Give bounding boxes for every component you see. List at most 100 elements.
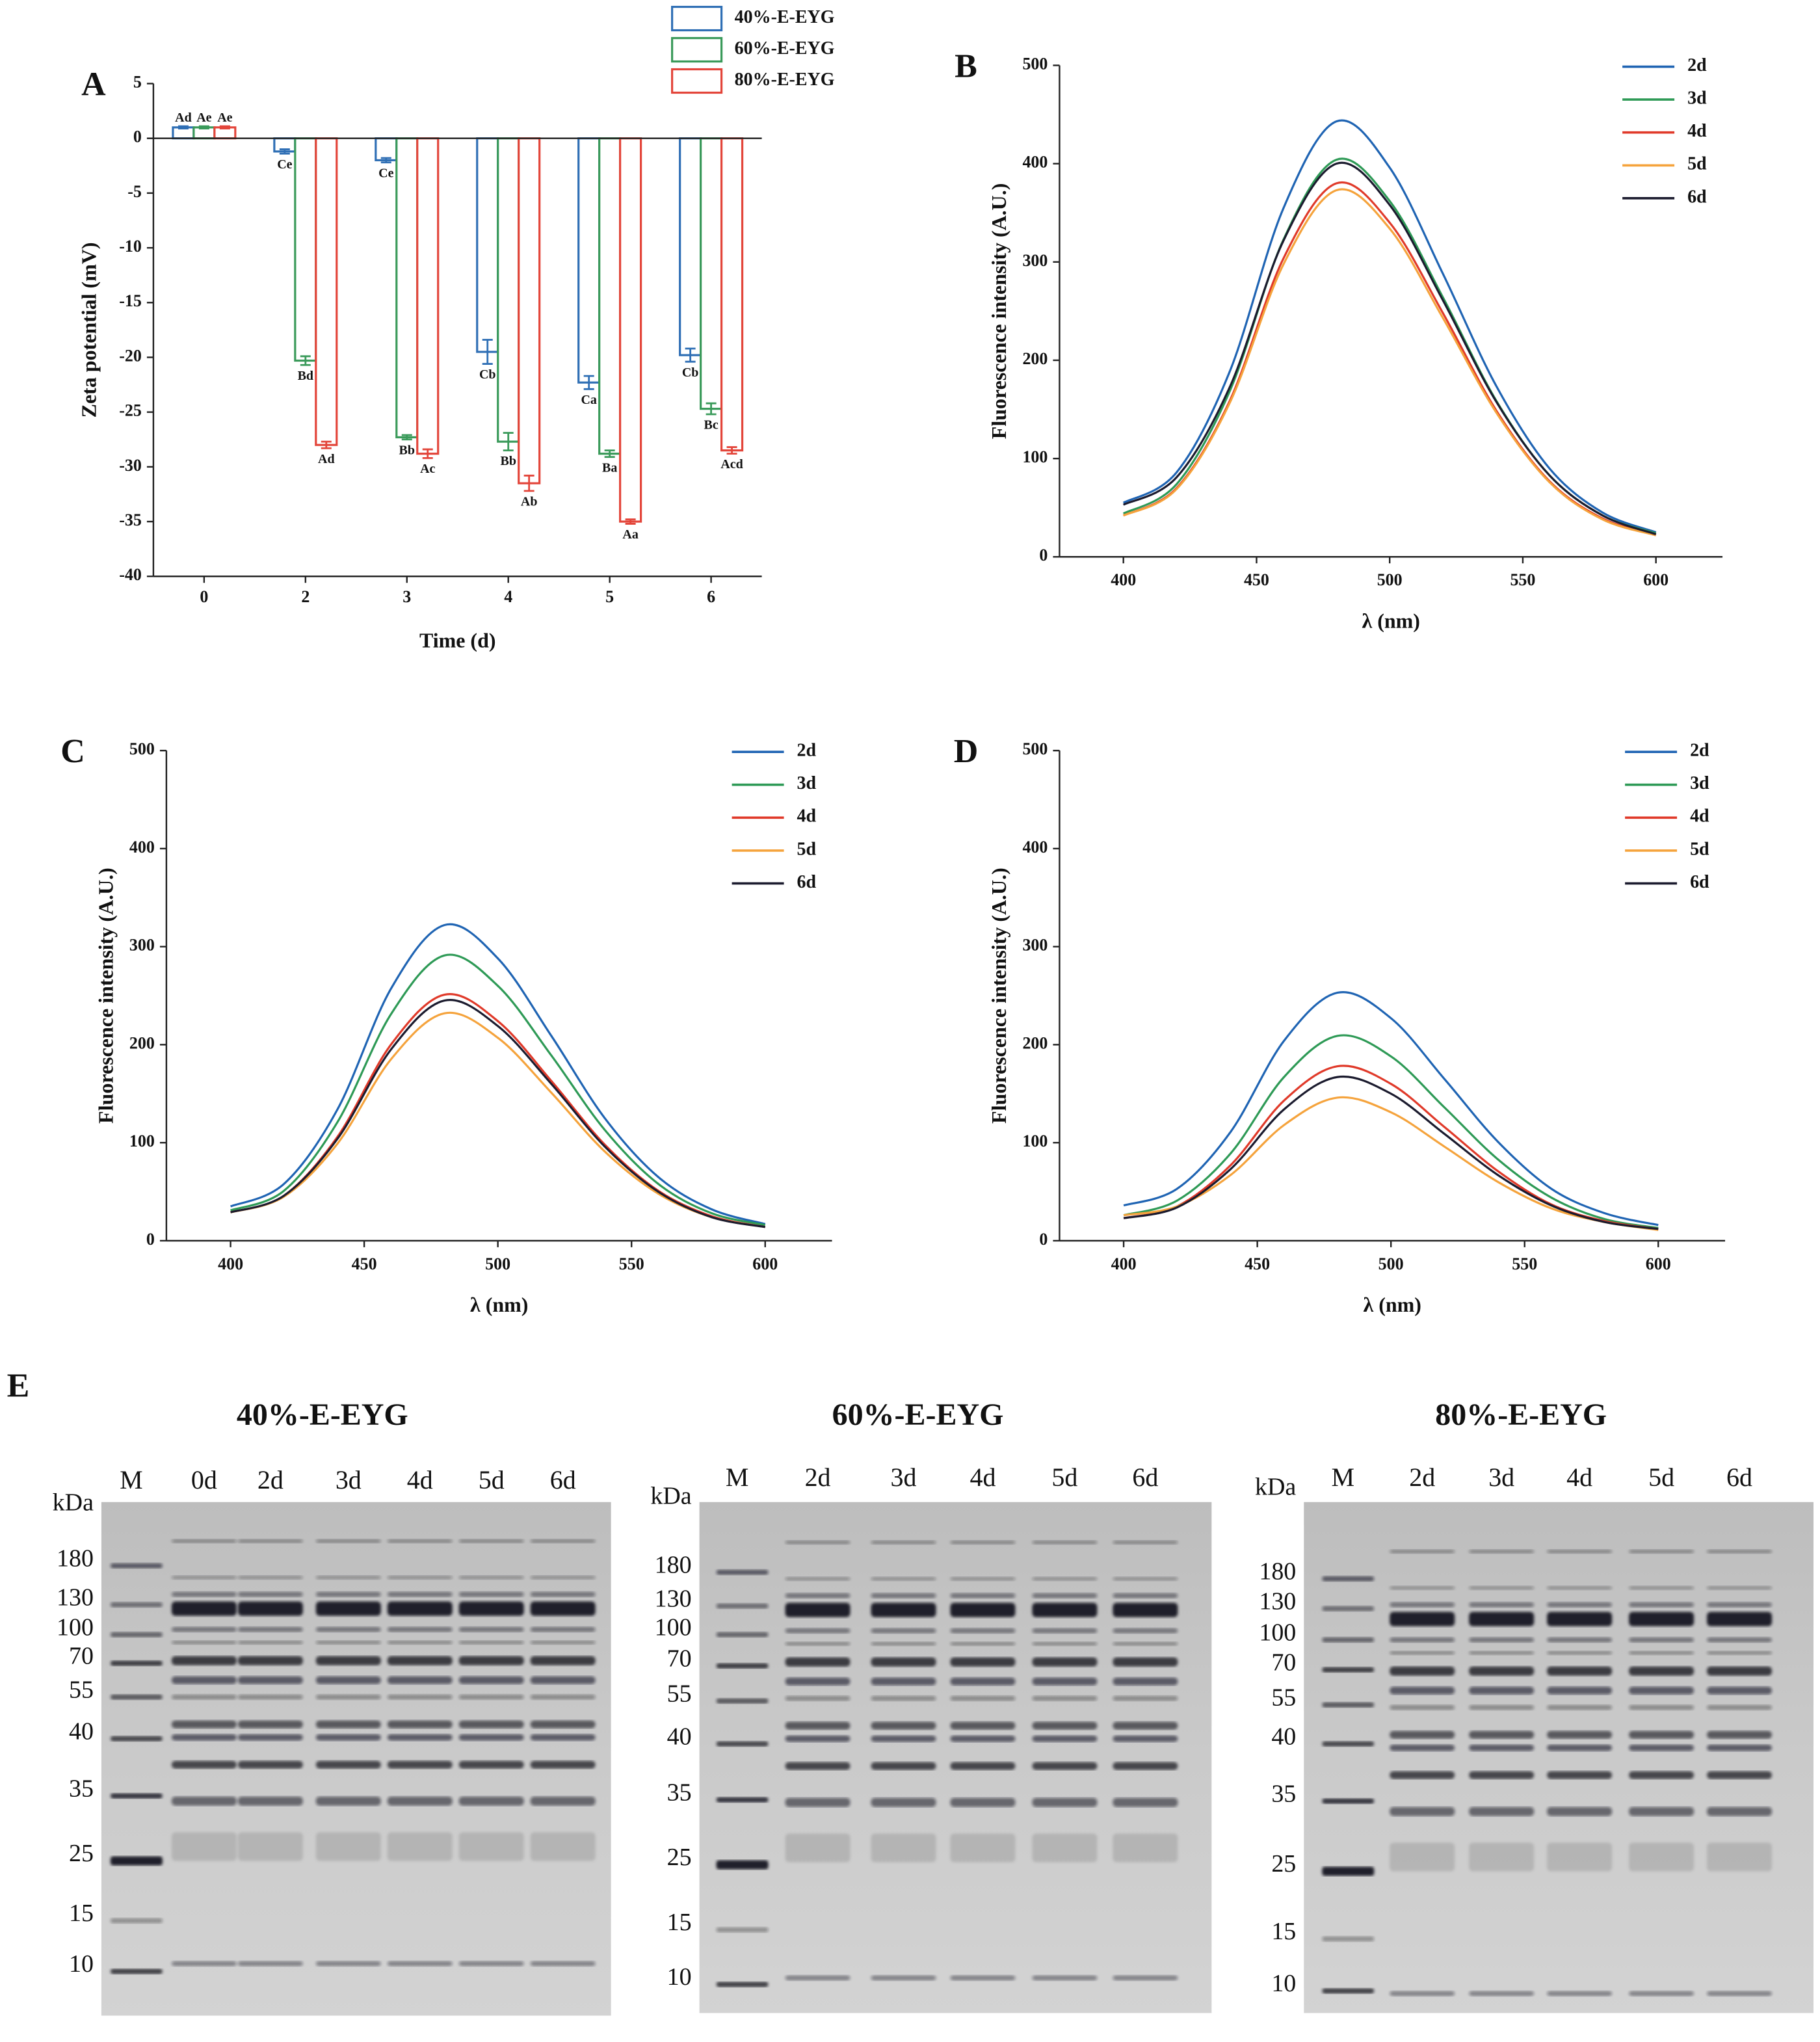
lane-label: 5d [1051,1463,1077,1492]
gel-band [237,1640,303,1645]
gel-band [1707,1842,1773,1872]
marker-label: 10 [69,1950,94,1978]
error-bar [401,434,412,441]
gel-band [1469,1611,1535,1626]
gel-band [1547,1704,1613,1710]
ladder-band [1322,1702,1375,1708]
bar [375,137,398,161]
gel-band [387,1626,453,1632]
gel-band [871,1576,936,1581]
gel-band [1469,1744,1535,1751]
gel-band [237,1694,303,1700]
gel-band [1469,1585,1535,1590]
gel-band [1629,1842,1695,1872]
bar [619,137,642,523]
gel-band [1032,1628,1098,1634]
gel-band [237,1832,303,1861]
gel-band [387,1591,453,1597]
marker-label: 55 [667,1680,692,1707]
marker-label: 15 [69,1900,94,1927]
gel-band [387,1832,453,1861]
gel-image [699,1502,1212,2013]
gel-band [785,1975,851,1981]
marker-label: 55 [1271,1684,1296,1711]
x-tick-label: 450 [1244,570,1269,589]
bar [315,137,338,446]
significance-letter: Bc [704,418,719,432]
gel-band [1113,1602,1178,1617]
ladder-band [1322,1741,1375,1747]
line [230,923,766,1225]
gel-band [458,1734,524,1741]
gel-band [1547,1991,1613,1996]
gel-band [1390,1704,1455,1710]
gel-band [871,1975,936,1981]
gel-band [458,1539,524,1543]
marker-label: 100 [655,1613,692,1641]
error-bar [523,474,534,492]
gel-band [1707,1651,1773,1655]
gel-band [387,1760,453,1769]
gel-band [237,1760,303,1769]
x-tick-label: 0 [200,587,208,606]
x-tick-label: 400 [1111,570,1136,589]
gel-band [871,1762,936,1770]
gel-band [785,1762,851,1770]
gel-band [237,1601,303,1616]
ladder-band [716,1569,769,1575]
y-tick-label: 200 [1022,349,1048,368]
gel-band [315,1734,381,1741]
line [1123,1075,1659,1230]
lane-label: M [726,1463,749,1492]
line [1122,161,1657,536]
gel-band [458,1676,524,1684]
bar [720,137,744,452]
y-tick-label: 400 [1022,153,1048,172]
gel-band [458,1601,524,1616]
significance-letter: Ad [175,111,192,125]
lane-label: 3d [891,1463,917,1492]
x-tick-label: 450 [1245,1254,1270,1273]
x-tick-label: 6 [707,587,715,606]
ladder-band [716,1663,769,1669]
ladder-band [1322,1936,1375,1942]
gel-band [1032,1975,1098,1981]
gel-band [1113,1975,1178,1981]
y-tick-label: 300 [1022,251,1048,270]
ladder-band [716,1860,769,1870]
marker-label: 55 [69,1676,94,1703]
gel-band [237,1539,303,1543]
gel-band [530,1796,596,1806]
ladder-band [110,1918,163,1924]
gel-band [237,1796,303,1806]
error-bar [198,125,209,129]
marker-label: 70 [1271,1649,1296,1676]
marker-label: 100 [57,1613,94,1641]
line [1122,157,1657,535]
line [1122,181,1657,537]
legend-label: 5d [797,839,817,859]
gel-band [237,1591,303,1597]
gel-band [1629,1549,1695,1554]
gel-band [171,1626,237,1632]
gel-band [1032,1833,1098,1863]
lane-label: 6d [550,1465,576,1494]
marker-label: 130 [1259,1587,1296,1615]
lane-label: 4d [1566,1463,1592,1492]
x-tick-label: 550 [1512,1254,1537,1273]
legend-swatch [671,36,723,63]
gel-band [1707,1991,1773,1996]
gel-band [1629,1771,1695,1779]
ladder-band [110,1632,163,1638]
gel-band [871,1721,936,1730]
y-axis-label: Zeta potential (mV) [77,242,100,418]
legend-label: 3d [797,773,817,793]
x-axis-label: λ (nm) [470,1293,528,1316]
gel-band [171,1640,237,1645]
y-tick-label: 300 [1022,936,1048,955]
gel-band [785,1641,851,1646]
gel-band [171,1694,237,1700]
unit-label: kDa [53,1489,94,1516]
gel-band [1547,1611,1613,1626]
error-bar [583,375,594,390]
